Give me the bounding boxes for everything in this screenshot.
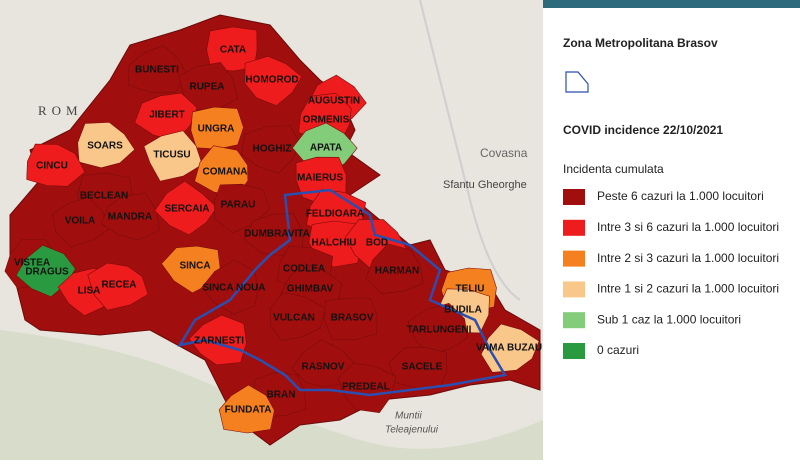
- region: [244, 55, 303, 107]
- region-label: BOD: [366, 238, 388, 249]
- region: [190, 106, 244, 150]
- layer-icon: [565, 71, 589, 93]
- regions: [4, 26, 540, 434]
- region: [100, 193, 160, 241]
- region-label: CODLEA: [283, 264, 325, 275]
- region-label: BUDILA: [444, 305, 482, 316]
- region-label: CINCU: [36, 161, 68, 172]
- region-label: VOILA: [65, 216, 96, 227]
- region-label: BECLEAN: [80, 191, 128, 202]
- region-label: SOARS: [87, 141, 123, 152]
- legend-title: COVID incidence 22/10/2021: [563, 123, 723, 137]
- region-label: CATA: [220, 45, 246, 56]
- region: [324, 297, 378, 341]
- region: [291, 339, 357, 388]
- region: [77, 121, 136, 169]
- legend-label: 0 cazuri: [597, 343, 639, 357]
- bg-label: Muntii: [395, 411, 422, 422]
- bg-label: Sfantu Gheorghe: [443, 179, 527, 191]
- bg-label: ROM: [38, 103, 83, 118]
- legend-swatch: [563, 281, 585, 298]
- region-label: ORMENIS: [303, 115, 350, 126]
- region-label: HALCHIU: [312, 238, 357, 249]
- legend-swatch: [563, 250, 585, 267]
- region-label: VISTEA: [14, 258, 50, 269]
- legend: Peste 6 cazuri la 1.000 locuitori Intre 3…: [563, 189, 779, 359]
- legend-label: Sub 1 caz la 1.000 locuitori: [597, 312, 741, 326]
- region: [201, 259, 259, 315]
- region-label: MAIERUS: [297, 173, 343, 184]
- region-label: BUNESTI: [135, 65, 179, 76]
- region: [134, 92, 198, 142]
- region-label: JIBERT: [149, 110, 185, 121]
- region-label: SINCA NOUA: [203, 283, 266, 294]
- legend-label: Intre 2 si 3 cazuri la 1.000 locuitori: [597, 251, 779, 265]
- legend-label: Intre 3 si 6 cazuri la 1.000 locuitori: [597, 220, 779, 234]
- legend-swatch: [563, 189, 585, 205]
- legend-subtitle: Incidenta cumulata: [563, 162, 664, 176]
- region-labels: CATA BUNESTI RUPEA HOMOROD AUGUSTIN ORMENIS JI…: [14, 45, 542, 416]
- region: [241, 125, 301, 174]
- region: [269, 292, 326, 341]
- legend-label: Intre 1 si 2 cazuri la 1.000 locuitori: [597, 282, 779, 296]
- region-label: HOMOROD: [245, 75, 298, 86]
- legend-swatch: [563, 219, 585, 236]
- region-label: TELIU: [456, 284, 485, 295]
- region: [143, 130, 203, 182]
- region-label: FUNDATA: [225, 405, 272, 416]
- bg-label: Covasna: [480, 146, 528, 160]
- region-label: AUGUSTIN: [308, 96, 360, 107]
- region-label: HOGHIZ: [253, 144, 292, 155]
- region-label: PARAU: [221, 200, 256, 211]
- region: [128, 45, 188, 94]
- terrain: [0, 330, 543, 460]
- region-label: TICUSU: [153, 150, 190, 161]
- region-label: DRAGUS: [25, 267, 69, 278]
- region-label: RASNOV: [302, 362, 345, 373]
- region-label: VAMA BUZAU: [476, 343, 542, 354]
- legend-swatch: [563, 343, 585, 359]
- road: [419, 0, 521, 301]
- bg-label: Teleajenului: [385, 425, 439, 436]
- layer-title: Zona Metropolitana Brasov: [563, 36, 718, 50]
- region-label: DUMBRAVITA: [244, 229, 310, 240]
- panel-header: [543, 0, 800, 8]
- region-label: BRASOV: [331, 313, 374, 324]
- region-label: RECEA: [101, 280, 136, 291]
- region-label: SACELE: [402, 362, 443, 373]
- region-label: SERCAIA: [164, 204, 209, 215]
- region: [154, 180, 218, 236]
- region-label: TARLUNGENI: [407, 325, 472, 336]
- region: [365, 243, 424, 295]
- region-label: VULCAN: [273, 313, 315, 324]
- region: [218, 384, 275, 434]
- region-label: RUPEA: [189, 82, 224, 93]
- region-label: FELDIOARA: [306, 209, 364, 220]
- region: [87, 262, 149, 311]
- legend-label: Peste 6 cazuri la 1.000 locuitori: [597, 189, 764, 203]
- legend-panel: [543, 0, 800, 460]
- region: [337, 362, 397, 414]
- region-label: BRAN: [267, 390, 296, 401]
- region: [388, 346, 448, 390]
- legend-swatch: [563, 312, 585, 329]
- region-label: ZARNESTI: [194, 336, 244, 347]
- region-label: COMANA: [203, 167, 248, 178]
- region-label: APATA: [310, 143, 342, 154]
- region: [161, 245, 221, 294]
- region-label: UNGRA: [198, 124, 235, 135]
- region-label: HARMAN: [375, 266, 419, 277]
- region: [188, 314, 247, 366]
- metro-boundary: [177, 188, 508, 397]
- region-label: LISA: [78, 286, 101, 297]
- region-label: SINCA: [179, 261, 210, 272]
- region-label: MANDRA: [108, 212, 152, 223]
- region: [26, 143, 86, 187]
- region-label: PREDEAL: [342, 382, 390, 393]
- region: [178, 62, 238, 111]
- region-label: GHIMBAV: [287, 284, 334, 295]
